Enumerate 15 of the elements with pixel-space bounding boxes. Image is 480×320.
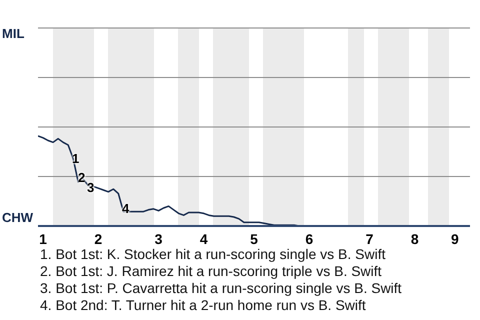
x-tick-label: 4 — [200, 230, 208, 247]
text: CHW — [2, 210, 34, 225]
x-tick-label: 8 — [410, 230, 419, 247]
x-tick-label: 1 — [39, 230, 48, 247]
x-tick-label: 5 — [250, 230, 258, 247]
text: MIL — [2, 26, 24, 41]
x-tick-label: 2 — [94, 230, 102, 247]
x-tick-label: 6 — [305, 230, 314, 247]
x-tick-label: 7 — [366, 230, 374, 247]
text: 2. Bot 1st: J. Ramirez hit a run-scoring triple vs B. Swift — [40, 263, 383, 280]
x-tick-label: 9 — [451, 230, 460, 247]
text: 3. Bot 1st: P. Cavarretta hit a run-scoring single vs B. Swift — [40, 280, 403, 297]
text: 4. Bot 2nd: T. Turner hit a 2-run home run vs B. Swift — [40, 297, 367, 314]
x-tick-label: 3 — [154, 230, 163, 247]
text: 1. Bot 1st: K. Stocker hit a run-scoring single vs B. Swift — [40, 246, 386, 263]
